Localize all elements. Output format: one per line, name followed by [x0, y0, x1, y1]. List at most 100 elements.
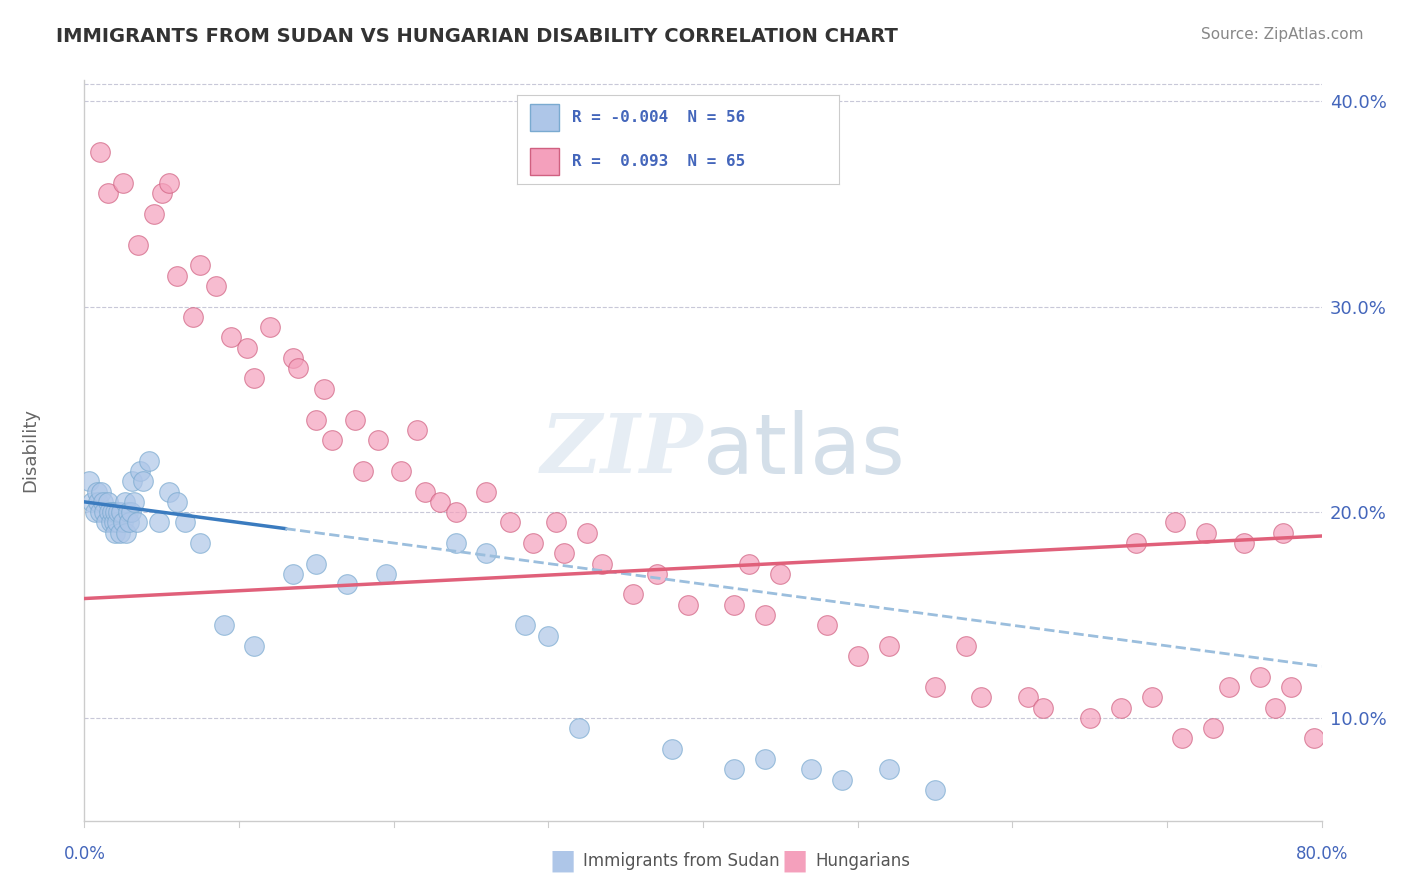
- Point: [924, 680, 946, 694]
- Point: [375, 566, 398, 581]
- Point: [568, 721, 591, 735]
- Point: [121, 475, 143, 489]
- Point: [444, 536, 467, 550]
- Point: [1109, 700, 1132, 714]
- Point: [112, 516, 135, 530]
- Point: [108, 525, 131, 540]
- Text: 0.0%: 0.0%: [63, 846, 105, 863]
- Point: [1279, 680, 1302, 694]
- Point: [970, 690, 993, 705]
- Point: [105, 516, 128, 530]
- Point: [367, 433, 389, 447]
- Point: [243, 371, 266, 385]
- Point: [129, 464, 152, 478]
- Point: [444, 505, 467, 519]
- Text: Source: ZipAtlas.com: Source: ZipAtlas.com: [1201, 27, 1364, 42]
- Point: [94, 516, 117, 530]
- Text: 80.0%: 80.0%: [1295, 846, 1348, 863]
- Point: [188, 259, 212, 273]
- Point: [831, 772, 853, 787]
- Point: [1164, 516, 1187, 530]
- Point: [100, 516, 122, 530]
- Point: [235, 341, 259, 355]
- Point: [661, 741, 683, 756]
- Point: [1171, 731, 1194, 746]
- Point: [181, 310, 204, 324]
- Point: [259, 320, 281, 334]
- Point: [103, 516, 125, 530]
- Point: [125, 516, 148, 530]
- Point: [159, 484, 180, 499]
- Point: [475, 546, 498, 560]
- Point: [287, 361, 309, 376]
- Point: [86, 484, 108, 499]
- Text: ■: ■: [782, 847, 807, 875]
- Point: [645, 566, 668, 581]
- Point: [553, 546, 575, 560]
- Point: [82, 495, 104, 509]
- Point: [150, 186, 173, 201]
- Point: [336, 577, 359, 591]
- Point: [1202, 721, 1225, 735]
- Point: [1302, 731, 1324, 746]
- Text: atlas: atlas: [703, 410, 904, 491]
- Point: [89, 505, 111, 519]
- Point: [1195, 525, 1218, 540]
- Point: [1125, 536, 1147, 550]
- Text: ■: ■: [550, 847, 575, 875]
- Point: [546, 516, 568, 530]
- Point: [118, 516, 141, 530]
- Point: [117, 505, 139, 519]
- Point: [475, 484, 498, 499]
- Point: [391, 464, 413, 478]
- Point: [1264, 700, 1286, 714]
- Point: [305, 557, 328, 571]
- Point: [281, 351, 305, 365]
- Point: [104, 505, 127, 519]
- Point: [96, 495, 118, 509]
- Point: [120, 505, 142, 519]
- Point: [429, 495, 451, 509]
- Point: [522, 536, 544, 550]
- Point: [93, 505, 115, 519]
- Point: [846, 649, 869, 664]
- Point: [77, 475, 100, 489]
- Point: [188, 536, 212, 550]
- Point: [159, 176, 180, 190]
- Point: [90, 484, 112, 499]
- Point: [87, 495, 110, 509]
- Text: Immigrants from Sudan: Immigrants from Sudan: [583, 852, 780, 870]
- Point: [1140, 690, 1163, 705]
- Point: [592, 557, 614, 571]
- Point: [305, 412, 328, 426]
- Point: [112, 176, 135, 190]
- Point: [924, 782, 946, 797]
- Point: [1078, 711, 1101, 725]
- Point: [138, 454, 160, 468]
- Point: [114, 495, 136, 509]
- Point: [515, 618, 537, 632]
- Point: [166, 495, 188, 509]
- Point: [91, 495, 114, 509]
- Point: [738, 557, 761, 571]
- Point: [413, 484, 436, 499]
- Point: [148, 516, 170, 530]
- Point: [143, 207, 166, 221]
- Point: [110, 505, 132, 519]
- Point: [1032, 700, 1054, 714]
- Point: [406, 423, 429, 437]
- Text: IMMIGRANTS FROM SUDAN VS HUNGARIAN DISABILITY CORRELATION CHART: IMMIGRANTS FROM SUDAN VS HUNGARIAN DISAB…: [56, 27, 898, 45]
- Point: [723, 762, 745, 776]
- Point: [132, 475, 155, 489]
- Point: [314, 382, 336, 396]
- Point: [576, 525, 599, 540]
- Point: [1271, 525, 1294, 540]
- Point: [174, 516, 197, 530]
- Point: [815, 618, 838, 632]
- Point: [723, 598, 745, 612]
- Text: Hungarians: Hungarians: [815, 852, 911, 870]
- Point: [754, 752, 776, 766]
- Point: [166, 268, 188, 283]
- Point: [96, 186, 118, 201]
- Point: [205, 279, 228, 293]
